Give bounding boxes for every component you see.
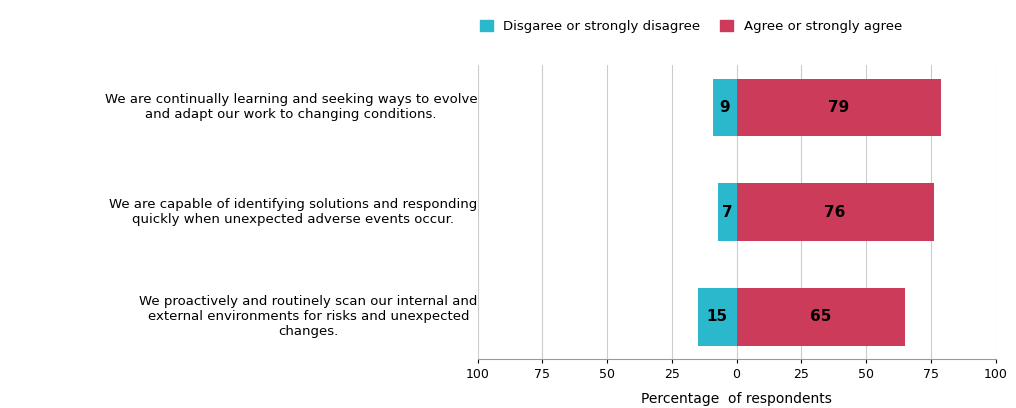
Text: We are capable of identifying solutions and responding
quickly when unexpected a: We are capable of identifying solutions …: [110, 198, 478, 226]
Text: 76: 76: [824, 205, 845, 220]
Text: 7: 7: [722, 205, 733, 220]
Bar: [713, 79, 737, 136]
Bar: [737, 183, 934, 241]
Text: We are continually learning and seeking ways to evolve
and adapt our work to cha: We are continually learning and seeking …: [105, 93, 478, 122]
Text: We proactively and routinely scan our internal and
external environments for ris: We proactively and routinely scan our in…: [139, 295, 478, 338]
Text: 79: 79: [828, 100, 849, 115]
Bar: [718, 183, 737, 241]
Bar: [737, 288, 905, 346]
Legend: Disgaree or strongly disagree, Agree or strongly agree: Disgaree or strongly disagree, Agree or …: [474, 15, 907, 38]
Text: 9: 9: [719, 100, 731, 115]
Text: 15: 15: [706, 309, 727, 324]
Text: 65: 65: [810, 309, 831, 324]
Bar: [698, 288, 737, 346]
X-axis label: Percentage  of respondents: Percentage of respondents: [641, 392, 832, 406]
Bar: [737, 79, 941, 136]
